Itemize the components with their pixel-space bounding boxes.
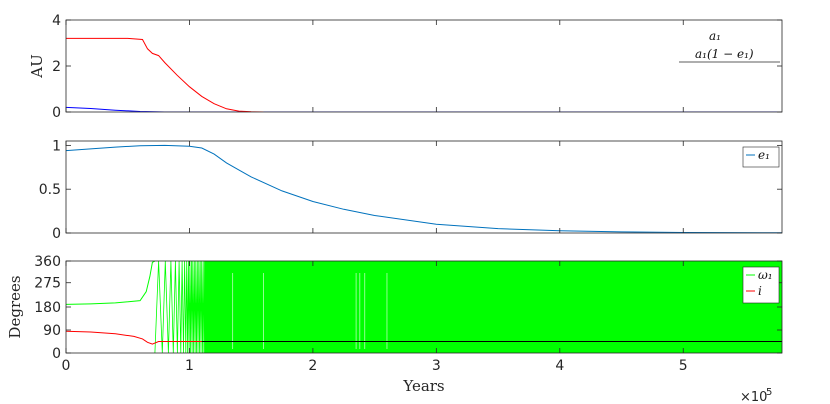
y-tick-label: 275 <box>34 276 61 292</box>
x-tick-label: 2 <box>308 358 317 374</box>
legend-box <box>742 266 780 304</box>
plot-area-2 <box>66 144 782 233</box>
y-tick-label: 2 <box>52 59 61 75</box>
legend-entry-i: i <box>758 284 762 298</box>
y-tick-label: 4 <box>52 13 61 29</box>
y-axis-label: AU <box>28 54 46 78</box>
series-omega1-oscillations <box>154 261 206 353</box>
series-omega1-band <box>204 261 782 353</box>
y-tick-label: 90 <box>43 323 61 339</box>
legend-entry-a1: a₁ <box>709 29 721 43</box>
legend-entry-omega1: ω₁ <box>758 268 773 282</box>
y-tick-label: 0.5 <box>39 182 61 198</box>
legend-2: e₁ <box>742 146 780 168</box>
series-i-line <box>66 330 782 345</box>
legend-entry-a1(1-e1): a₁(1 − e₁) <box>695 47 754 61</box>
panel-2: 0 0.5 1 e₁ <box>39 138 783 242</box>
x-tick-label: 0 <box>62 358 71 374</box>
y-axis-label: Degrees <box>6 275 24 338</box>
panel-1: 0 2 4 AU a₁ a₁(1 − e₁) <box>28 13 783 121</box>
x-tick-label: 4 <box>555 358 564 374</box>
x-tick-label: 3 <box>432 358 441 374</box>
y-tick-label: 0 <box>52 346 61 362</box>
axes-box-2 <box>65 140 783 234</box>
plot-area-1 <box>66 37 782 112</box>
series-a1(1-e1)-line <box>66 37 264 112</box>
legend-1: a₁ a₁(1 − e₁) <box>679 29 780 63</box>
legend-3: ω₁ i <box>742 266 780 304</box>
axes-box-1 <box>65 19 783 113</box>
series-omega1-circulation <box>154 261 782 353</box>
y-tick-label: 1 <box>52 138 61 154</box>
x-tick-label: 5 <box>679 358 688 374</box>
series-a1-line <box>66 106 782 112</box>
y-tick-label: 0 <box>52 226 61 242</box>
y-tick-label: 360 <box>34 254 61 270</box>
legend-entry-e1: e₁ <box>758 148 770 162</box>
y-tick-label: 180 <box>34 300 61 316</box>
x-exponent: ×10 <box>740 390 767 404</box>
legend-box <box>742 146 780 168</box>
x-exponent-power: 5 <box>766 387 772 398</box>
plot-area-3 <box>66 261 782 353</box>
x-tick-label: 1 <box>185 358 194 374</box>
x-axis-label: Years <box>402 377 444 395</box>
series-e1-line <box>66 144 782 233</box>
series-omega1-line <box>66 261 156 305</box>
y-tick-label: 0 <box>52 105 61 121</box>
